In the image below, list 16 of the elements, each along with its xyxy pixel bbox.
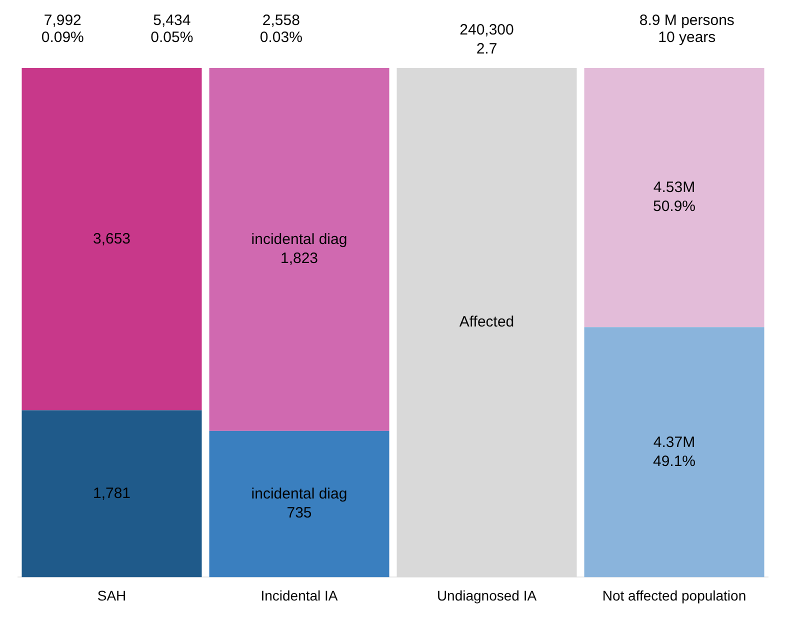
- category-label: Incidental IA: [260, 587, 338, 604]
- data-label: 4.53M 50.9%: [652, 179, 696, 216]
- data-label: 1,781: [92, 484, 131, 502]
- text: 2,558 0.03%: [258, 12, 304, 46]
- data-label: 3,653: [92, 230, 131, 248]
- text: 8.9 M persons 10 years: [638, 12, 736, 46]
- data-label: incidental diag 735: [251, 486, 348, 522]
- category-label: Not affected population: [602, 587, 746, 604]
- data-label: incidental diag 1,823: [251, 231, 348, 268]
- text: Affected: [459, 314, 514, 331]
- category-label: SAH: [97, 587, 126, 604]
- data-label: 4.37M 49.1%: [652, 434, 696, 470]
- category-label: Undiagnosed IA: [436, 587, 538, 604]
- data-label: 240,300 2.7: [460, 22, 514, 58]
- text: 7,992 0.09%: [40, 12, 85, 46]
- text: 5,434 0.05%: [150, 12, 194, 46]
